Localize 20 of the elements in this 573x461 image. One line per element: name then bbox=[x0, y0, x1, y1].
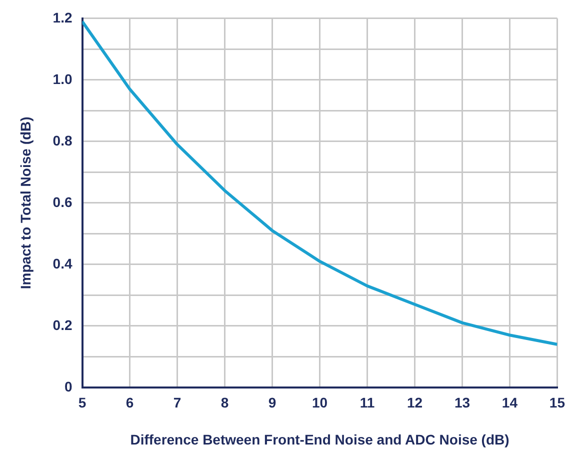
text: 0 bbox=[64, 378, 72, 394]
x-tick-label: 6 bbox=[126, 394, 134, 411]
x-tick-label: 8 bbox=[220, 394, 229, 411]
x-tick-label: 7 bbox=[173, 394, 182, 411]
x-tick-label: 5 bbox=[78, 394, 86, 411]
y-axis-title: Impact to Total Noise (dB) bbox=[17, 116, 34, 290]
x-tick-label: 9 bbox=[268, 394, 276, 411]
y-tick-label: 0.8 bbox=[52, 132, 72, 148]
y-tick-label: 1.2 bbox=[52, 9, 72, 26]
x-tick-label: 14 bbox=[502, 394, 518, 411]
y-tick-label: 0.4 bbox=[52, 255, 72, 272]
x-tick-label: 15 bbox=[549, 394, 566, 411]
x-tick-label: 13 bbox=[454, 394, 470, 411]
text: 1.0 bbox=[52, 70, 72, 87]
y-tick-label: 0.2 bbox=[52, 316, 72, 333]
x-tick-label: 10 bbox=[312, 394, 328, 411]
x-axis-title: Difference Between Front-End Noise and ADC Noise (dB) bbox=[130, 431, 510, 448]
x-tick-label: 12 bbox=[406, 394, 423, 411]
y-tick-label: 0.6 bbox=[52, 194, 72, 210]
x-tick-label: 11 bbox=[360, 394, 375, 411]
